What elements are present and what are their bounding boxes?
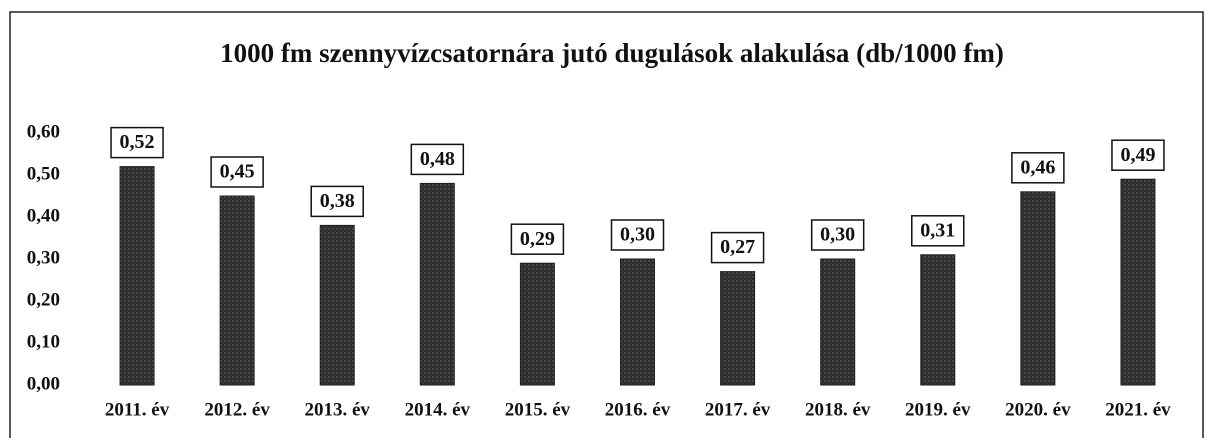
bar xyxy=(319,224,355,386)
y-tick-label: 0,00 xyxy=(27,373,60,394)
y-tick-label: 0,50 xyxy=(27,163,60,184)
value-label: 0,29 xyxy=(520,228,555,250)
bar xyxy=(1120,178,1156,386)
value-label-box xyxy=(410,143,465,176)
value-label: 0,27 xyxy=(720,236,755,258)
value-label-box xyxy=(1011,152,1065,184)
value-label: 0,49 xyxy=(1120,144,1155,166)
value-label-box xyxy=(510,223,565,255)
chart-title: 1000 fm szennyvízcsatornára jutó dugulás… xyxy=(220,38,1004,68)
x-tick-label: 2013. év xyxy=(305,399,371,420)
bar xyxy=(419,182,455,386)
x-tick-label: 2018. év xyxy=(805,399,871,420)
value-label-box xyxy=(310,185,364,218)
y-tick-label: 0,40 xyxy=(27,205,60,226)
x-tick-label: 2019. év xyxy=(905,399,971,420)
value-label: 0,46 xyxy=(1020,156,1055,178)
bar xyxy=(720,271,756,386)
bar xyxy=(1020,191,1056,386)
y-tick-label: 0,60 xyxy=(27,121,60,142)
value-label-box xyxy=(1111,139,1165,171)
bar xyxy=(620,258,655,386)
value-label: 0,48 xyxy=(420,148,455,170)
value-label: 0,38 xyxy=(320,190,355,212)
x-tick-label: 2021. év xyxy=(1105,399,1171,420)
y-tick-label: 0,10 xyxy=(27,331,60,352)
value-label-box xyxy=(911,215,965,247)
bar xyxy=(820,258,856,386)
value-label: 0,30 xyxy=(620,224,655,246)
value-label: 0,31 xyxy=(920,219,955,241)
value-label-box xyxy=(210,156,264,188)
value-label: 0,45 xyxy=(220,161,255,183)
value-label-box xyxy=(710,231,765,264)
frame xyxy=(9,11,1204,438)
value-label-box xyxy=(110,126,164,159)
x-tick-label: 2020. év xyxy=(1005,399,1071,420)
x-tick-label: 2017. év xyxy=(705,399,771,420)
x-tick-label: 2016. év xyxy=(605,399,671,420)
x-tick-label: 2014. év xyxy=(405,399,471,420)
bar xyxy=(920,254,956,386)
bar xyxy=(519,262,555,386)
bar xyxy=(219,195,255,386)
value-label-box xyxy=(610,219,665,251)
x-tick-label: 2015. év xyxy=(505,399,571,420)
y-tick-label: 0,20 xyxy=(27,289,60,310)
y-tick-label: 0,30 xyxy=(27,247,60,268)
bar xyxy=(119,166,155,386)
value-label: 0,30 xyxy=(820,224,855,246)
x-tick-label: 2012. év xyxy=(204,399,270,420)
value-label-box xyxy=(810,219,865,251)
x-tick-label: 2011. év xyxy=(105,399,170,420)
value-label: 0,52 xyxy=(120,131,155,153)
